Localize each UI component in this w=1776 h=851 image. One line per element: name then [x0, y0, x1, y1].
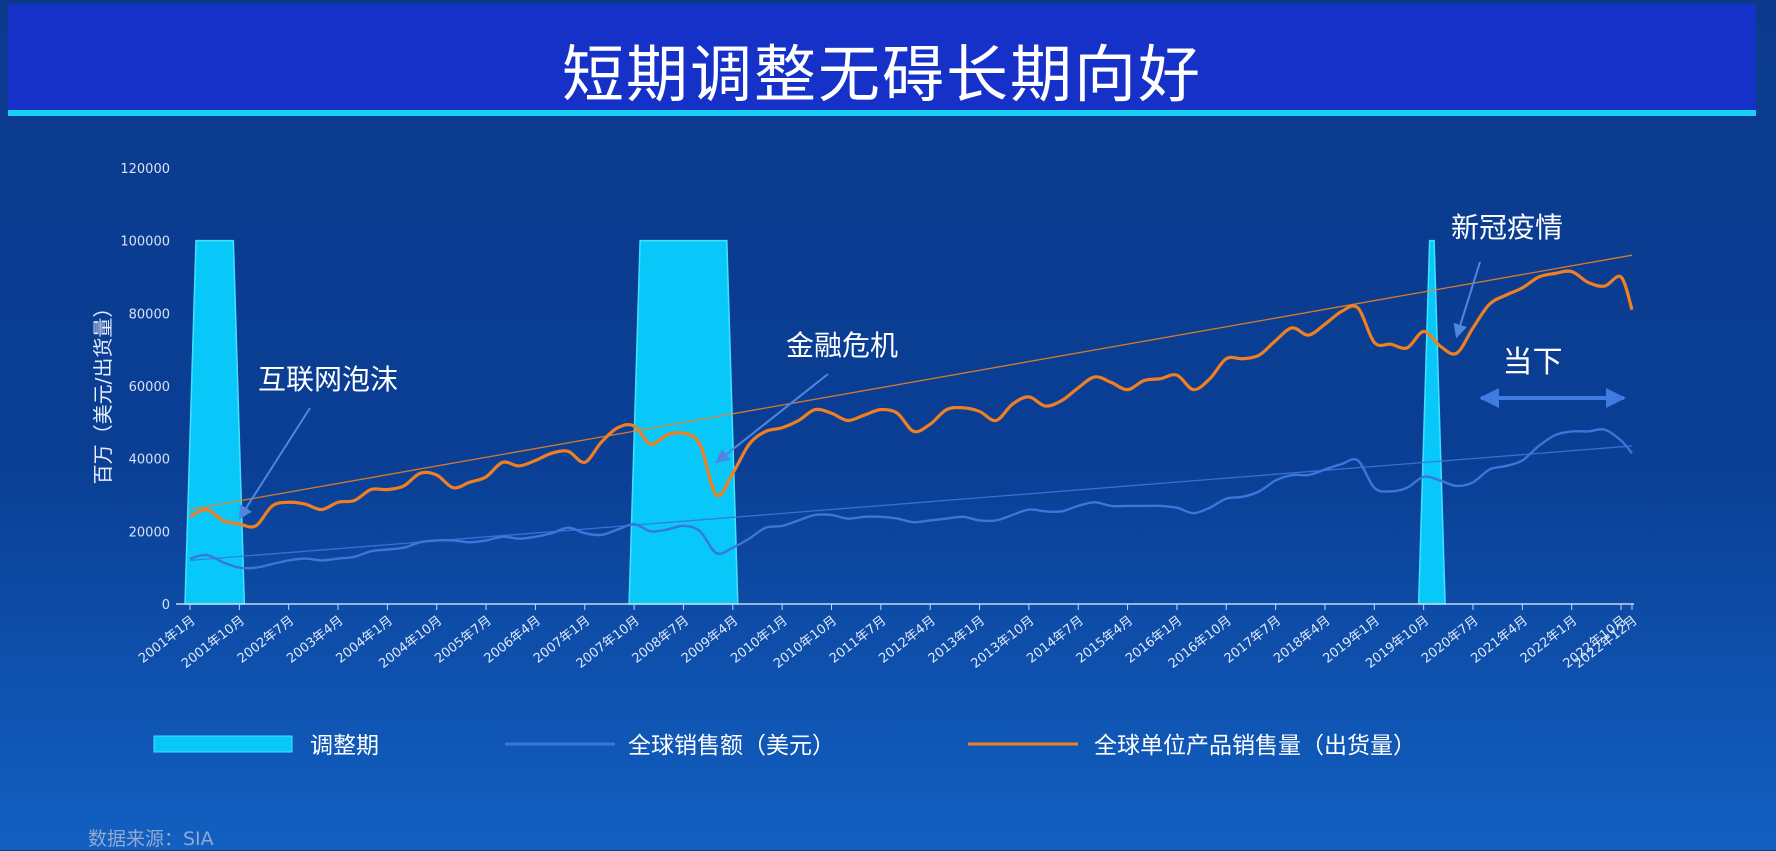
legend-label-correction: 调整期: [310, 733, 379, 759]
annotation-arrow-covid: [1453, 261, 1481, 339]
series-line-sales: [189, 428, 1633, 570]
annotation-arrow-financial-crisis: [715, 373, 829, 464]
legend-swatch-correction: [153, 735, 293, 753]
slide-header: 短期调整无碍长期向好: [8, 4, 1756, 116]
y-tick-label: 20000: [129, 525, 170, 540]
trendline-2: [189, 445, 1633, 562]
series-line-units: [189, 269, 1634, 529]
annotation-present: 当下: [1502, 345, 1562, 380]
y-tick-label: 0: [162, 598, 170, 613]
page-title: 短期调整无碍长期向好: [561, 38, 1202, 111]
y-tick-label: 100000: [120, 235, 170, 250]
y-tick-label: 40000: [129, 453, 170, 468]
legend-label-sales: 全球销售额（美元）: [628, 733, 835, 759]
trendline-1: [189, 254, 1633, 511]
y-tick-label: 60000: [129, 380, 170, 395]
y-tick-label: 80000: [129, 307, 170, 322]
annotation-arrow-dotcom-bubble: [238, 407, 311, 520]
legend-label-units: 全球单位产品销售量（出货量）: [1094, 733, 1416, 759]
y-tick-label: 120000: [120, 162, 170, 177]
correction-band-1: [184, 239, 246, 605]
annotation-covid: 新冠疫情: [1451, 211, 1563, 244]
annotation-financial-crisis: 金融危机: [786, 329, 898, 362]
correction-band-3: [1417, 239, 1446, 605]
data-source-note: 数据来源：SIA: [88, 828, 214, 850]
annotation-dotcom-bubble: 互联网泡沫: [258, 363, 398, 396]
y-axis-label: 百万（美元/出货量）: [91, 298, 115, 485]
